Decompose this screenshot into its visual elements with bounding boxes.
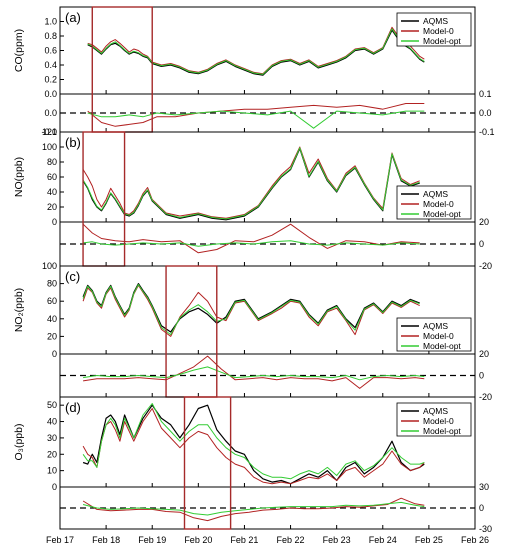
panel-d-residual-ytick-label: -30: [479, 524, 492, 534]
panel-b-residual-model-opt: [83, 240, 420, 247]
panel-a-series-model-0: [87, 26, 425, 75]
panel-d-series-model-0: [82, 408, 425, 485]
panel-b-legend-label: Model-0: [423, 199, 454, 209]
panel-c-ytick-label: 60: [47, 296, 57, 306]
panel-c-ytick-label: 0: [52, 349, 57, 359]
panel-a-series-model-opt: [87, 28, 425, 75]
panel-b-legend-label: Model-opt: [423, 209, 461, 219]
panel-c-series-model-0: [82, 284, 420, 337]
panel-b-ytick-label: 100: [42, 142, 57, 152]
panel-d-ytick-label: 0: [52, 482, 57, 492]
panel-c-ytick-label: 40: [47, 314, 57, 324]
panel-a-ytick-label: 0.2: [44, 75, 57, 85]
panel-a-residual-ytick-label: 0.0: [479, 108, 492, 118]
panel-b-ytick-label: 40: [47, 187, 57, 197]
panel-c-legend-label: Model-opt: [423, 341, 461, 351]
panel-a-ylabel: CO(ppm): [13, 29, 25, 72]
panel-b-series-model-opt: [82, 147, 420, 220]
panel-a-residual-model-opt: [87, 110, 425, 129]
panel-c-residual-ytick-label: -20: [479, 392, 492, 402]
x-tick-label: Feb 18: [92, 535, 120, 545]
panel-c-legend-label: Model-0: [423, 331, 454, 341]
panel-a-residual-ytick-label: -0.1: [479, 127, 495, 137]
panel-d-ytick-label: 10: [47, 466, 57, 476]
panel-d-residual-model-opt: [82, 501, 425, 516]
panel-b-ylabel: NO(ppb): [13, 157, 25, 197]
panel-b-highlight-box: [82, 131, 126, 267]
panel-c-letter: (c): [65, 269, 80, 284]
panel-d-ytick-label: 50: [47, 400, 57, 410]
panel-c-ytick-label: 100: [42, 261, 57, 271]
panel-a-series-aqms: [87, 29, 425, 76]
panel-b-residual-model-0: [82, 223, 420, 254]
panel-d-legend-label: Model-0: [423, 416, 454, 426]
panel-d-series-aqms: [82, 404, 425, 485]
panel-d-highlight-box: [183, 396, 232, 530]
panel-b-legend-label: AQMS: [423, 189, 448, 199]
panel-b-residual-ytick-label: -20: [479, 261, 492, 271]
x-tick-label: Feb 26: [461, 535, 489, 545]
panel-d-ytick-label: 20: [47, 449, 57, 459]
panel-c-residual-model-0: [83, 355, 425, 389]
panel-a-residual-model-0: [87, 103, 425, 127]
panel-b-ytick-label: 60: [47, 172, 57, 182]
panel-d-residual-ytick-label: 0: [479, 503, 484, 513]
panel-c-residual-ytick-label: 0: [479, 371, 484, 381]
panel-c-ytick-label: 20: [47, 331, 57, 341]
panel-a-residual-ytick-left-label: -0.1: [41, 127, 57, 137]
panel-c-residual-model-opt: [83, 366, 425, 381]
x-tick-label: Feb 22: [277, 535, 305, 545]
panel-c-series-model-opt: [82, 284, 420, 336]
panel-b-ytick-label: 80: [47, 157, 57, 167]
x-tick-label: Feb 19: [138, 535, 166, 545]
panel-d-ylabel: O₃(ppb): [13, 424, 25, 461]
panel-b-letter: (b): [65, 135, 81, 150]
panel-d-letter: (d): [65, 400, 81, 415]
panel-c-residual-ytick-label: 20: [479, 349, 489, 359]
panel-d-legend-label: AQMS: [423, 406, 448, 416]
panel-c-highlight-box: [165, 265, 218, 398]
x-tick-label: Feb 23: [323, 535, 351, 545]
panel-a-legend-label: Model-opt: [423, 36, 461, 46]
panel-d-residual-ytick-label: 30: [479, 482, 489, 492]
panel-d-legend-label: Model-opt: [423, 426, 461, 436]
panel-c-ytick-label: 80: [47, 279, 57, 289]
x-tick-label: Feb 21: [230, 535, 258, 545]
panel-b-residual-ytick-label: 20: [479, 217, 489, 227]
panel-a-letter: (a): [65, 10, 81, 25]
panel-a-ytick-label: 0.8: [44, 31, 57, 41]
panel-a-residual-ytick-left-label: 0.0: [44, 108, 57, 118]
panel-d-ytick-label: 30: [47, 433, 57, 443]
panel-c-ylabel: NO₂(ppb): [13, 288, 25, 332]
panel-c-legend-label: AQMS: [423, 321, 448, 331]
panel-a-ytick-label: 0.0: [44, 89, 57, 99]
panel-d-ytick-label: 40: [47, 417, 57, 427]
panel-b-ytick-label: 20: [47, 202, 57, 212]
panel-a-ytick-label: 0.4: [44, 60, 57, 70]
panel-a-ytick-label: 0.6: [44, 46, 57, 56]
panel-b-residual-ytick-label: 0: [479, 239, 484, 249]
panel-d-residual-model-0: [82, 497, 425, 522]
panel-a-residual-ytick-label: 0.1: [479, 89, 492, 99]
panel-b-series-aqms: [82, 147, 420, 221]
x-tick-label: Feb 25: [415, 535, 443, 545]
panel-b-ytick-label: 120: [42, 127, 57, 137]
x-tick-label: Feb 24: [369, 535, 397, 545]
panel-d-series-model-opt: [82, 403, 425, 480]
panel-b-ytick-label: 0: [52, 217, 57, 227]
panel-a-legend-label: AQMS: [423, 16, 448, 26]
panel-b-series-model-0: [82, 146, 420, 219]
panel-a-legend-label: Model-0: [423, 26, 454, 36]
panel-c-series-aqms: [82, 283, 420, 333]
x-tick-label: Feb 17: [46, 535, 74, 545]
x-tick-label: Feb 20: [184, 535, 212, 545]
panel-a-ytick-label: 1.0: [44, 17, 57, 27]
